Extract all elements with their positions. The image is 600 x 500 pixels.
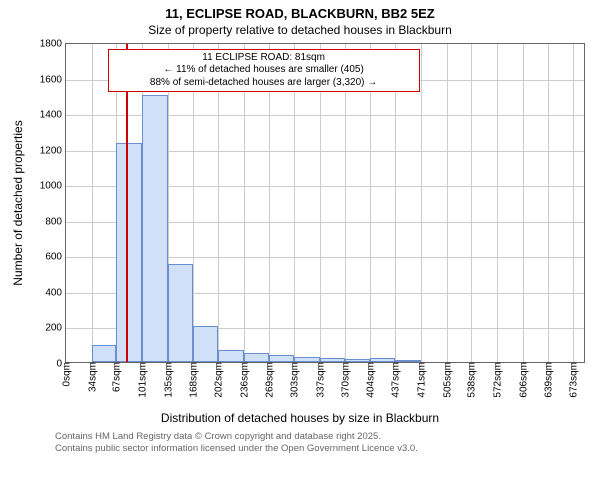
footnote-line-1: Contains HM Land Registry data © Crown c… — [55, 431, 580, 443]
histogram-bar — [269, 355, 295, 362]
annotation-line: 88% of semi-detached houses are larger (… — [115, 77, 413, 90]
x-tick-label: 34sqm — [85, 362, 98, 392]
grid-line — [92, 44, 93, 362]
x-tick-label: 303sqm — [288, 362, 301, 398]
grid-line — [471, 44, 472, 362]
x-tick-label: 538sqm — [465, 362, 478, 398]
x-tick-label: 437sqm — [389, 362, 402, 398]
x-tick-label: 606sqm — [516, 362, 529, 398]
annotation-box: 11 ECLIPSE ROAD: 81sqm← 11% of detached … — [108, 49, 420, 93]
histogram-bar — [244, 353, 269, 362]
grid-line — [497, 44, 498, 362]
grid-line — [523, 44, 524, 362]
y-tick-label: 1800 — [40, 39, 66, 50]
y-tick-label: 1400 — [40, 110, 66, 121]
x-tick-label: 370sqm — [338, 362, 351, 398]
y-tick-label: 1200 — [40, 145, 66, 156]
histogram-bar — [193, 326, 219, 362]
x-tick-label: 471sqm — [414, 362, 427, 398]
histogram-bar — [294, 357, 320, 362]
x-tick-label: 202sqm — [212, 362, 225, 398]
x-tick-label: 505sqm — [440, 362, 453, 398]
histogram-bar — [116, 143, 142, 362]
x-tick-label: 639sqm — [541, 362, 554, 398]
y-tick-label: 1000 — [40, 181, 66, 192]
footnote-line-2: Contains public sector information licen… — [55, 443, 580, 455]
histogram-bar — [320, 358, 345, 362]
grid-line — [548, 44, 549, 362]
x-tick-label: 135sqm — [161, 362, 174, 398]
y-tick-label: 800 — [45, 216, 66, 227]
x-tick-label: 236sqm — [237, 362, 250, 398]
page-subtitle: Size of property relative to detached ho… — [0, 23, 600, 37]
histogram-bar — [370, 358, 395, 362]
plot-area: 0200400600800100012001400160018000sqm34s… — [65, 43, 585, 363]
y-tick-label: 400 — [45, 287, 66, 298]
x-tick-label: 101sqm — [136, 362, 149, 398]
x-tick-label: 404sqm — [364, 362, 377, 398]
histogram-bar — [395, 360, 421, 362]
histogram-bar — [168, 264, 193, 362]
grid-line — [573, 44, 574, 362]
histogram-bar — [345, 359, 371, 362]
x-axis-label: Distribution of detached houses by size … — [0, 411, 600, 425]
histogram-bar — [218, 350, 244, 362]
x-tick-label: 572sqm — [491, 362, 504, 398]
y-tick-label: 600 — [45, 252, 66, 263]
x-tick-label: 673sqm — [567, 362, 580, 398]
annotation-line: ← 11% of detached houses are smaller (40… — [115, 64, 413, 77]
y-tick-label: 200 — [45, 323, 66, 334]
x-tick-label: 337sqm — [313, 362, 326, 398]
histogram-bar — [92, 345, 117, 362]
y-axis-label: Number of detached properties — [11, 120, 25, 285]
histogram-chart: Number of detached properties 0200400600… — [10, 43, 590, 363]
y-tick-label: 1600 — [40, 74, 66, 85]
grid-line — [447, 44, 448, 362]
histogram-bar — [142, 95, 168, 362]
x-tick-label: 0sqm — [60, 362, 73, 386]
x-tick-label: 269sqm — [262, 362, 275, 398]
grid-line — [421, 44, 422, 362]
x-tick-label: 67sqm — [110, 362, 123, 392]
x-tick-label: 168sqm — [186, 362, 199, 398]
annotation-line: 11 ECLIPSE ROAD: 81sqm — [115, 52, 413, 65]
footnote: Contains HM Land Registry data © Crown c… — [55, 431, 580, 455]
page-title: 11, ECLIPSE ROAD, BLACKBURN, BB2 5EZ — [0, 6, 600, 21]
